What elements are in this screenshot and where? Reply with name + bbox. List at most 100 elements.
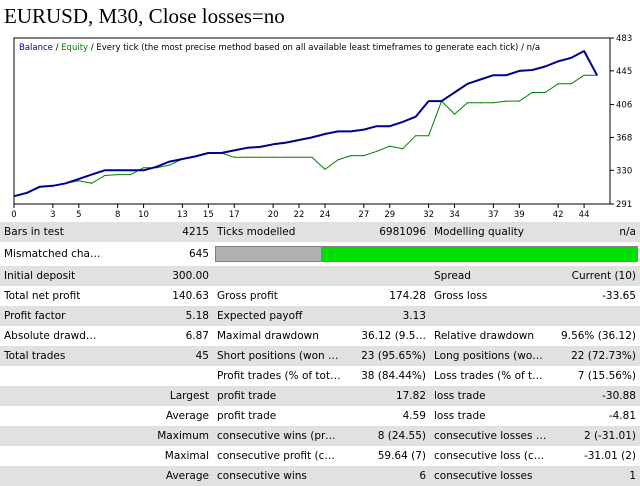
report-cell: Long positions (won %) [430, 346, 552, 366]
report-cell: 22 (72.73%) [552, 346, 640, 366]
y-tick-label: 445 [616, 67, 632, 77]
test-report-table: Bars in test 4215 Ticks modelled 6981096 Mod… [0, 222, 640, 486]
report-cell: 17.82 [345, 386, 430, 406]
equity-point [428, 135, 430, 137]
x-tick-label: 32 [423, 210, 434, 220]
report-cell: consecutive wins [213, 466, 345, 486]
report-cell: Expected payoff [213, 306, 345, 326]
balance-point [155, 166, 158, 168]
balance-point [415, 116, 417, 118]
balance-point [324, 133, 326, 135]
report-cell: -30.88 [552, 386, 640, 406]
balance-point [428, 100, 430, 102]
equity-line [13, 74, 597, 197]
report-cell: Maximum [105, 426, 213, 446]
x-tick-label: 44 [579, 210, 590, 220]
report-row: Profit factor 5.18 Expected payoff 3.13 [0, 306, 640, 326]
report-cell: 4215 [105, 222, 213, 242]
report-cell: Ticks modelled [213, 222, 345, 242]
balance-point [298, 139, 300, 141]
balance-point [557, 60, 559, 62]
report-row: Total trades 45 Short positions (won %) 23 … [0, 346, 640, 366]
equity-point [531, 91, 533, 94]
balance-point [207, 152, 209, 154]
report-cell: Absolute drawdown [0, 326, 105, 346]
report-cell: profit trade [213, 386, 345, 406]
x-tick-label: 10 [138, 210, 149, 220]
report-cell: Relative drawdown [430, 326, 552, 346]
report-cell: 36.12 (9.5… [345, 326, 430, 346]
report-cell: 2 (-31.01) [552, 426, 640, 446]
equity-point [479, 102, 481, 104]
equity-point [350, 155, 352, 157]
report-cell: 140.63 [105, 286, 213, 306]
report-cell: loss trade [430, 386, 552, 406]
balance-point [583, 50, 585, 52]
equity-point [143, 167, 145, 169]
report-cell: Current (10) [552, 266, 640, 286]
x-tick-label: 29 [384, 210, 395, 220]
x-tick-label: 17 [229, 210, 240, 220]
report-cell: Profit trades (% of total) [213, 366, 345, 386]
report-cell: Short positions (won %) [213, 346, 345, 366]
report-cell [0, 406, 105, 426]
balance-point [350, 130, 352, 132]
report-cell: 1 [552, 466, 640, 486]
report-cell: Average [105, 466, 213, 486]
report-row: Average consecutive wins 6 consecutive loss… [0, 466, 640, 486]
report-cell [552, 306, 640, 326]
report-cell: 6981096 [345, 222, 430, 242]
modelling-quality-bar-empty [216, 247, 322, 261]
x-tick-label: 24 [320, 210, 331, 220]
report-cell: Total net profit [0, 286, 105, 306]
equity-point [233, 156, 235, 158]
report-cell: consecutive loss (coun… [430, 446, 552, 466]
report-row: Initial deposit 300.00 Spread Current (10) [0, 266, 640, 286]
report-cell: 23 (95.65%) [345, 346, 430, 366]
equity-point [259, 156, 261, 158]
y-tick-label: 368 [616, 133, 632, 143]
report-cell: consecutive wins (prof… [213, 426, 345, 446]
balance-point [311, 136, 313, 138]
balance-point [168, 161, 171, 163]
balance-point [337, 130, 339, 132]
report-cell: 645 [105, 242, 213, 266]
equity-point [91, 182, 93, 184]
equity-point [363, 155, 365, 157]
balance-point [220, 152, 222, 154]
report-row: Maximum consecutive wins (prof… 8 (24.55) c… [0, 426, 640, 446]
report-cell: loss trade [430, 406, 552, 426]
x-tick-label: 15 [203, 210, 214, 220]
report-cell: 6 [345, 466, 430, 486]
x-tick-label: 5 [76, 210, 81, 220]
balance-point [285, 142, 287, 144]
modelling-quality-bar-cell [213, 242, 640, 266]
legend-balance: Balance [19, 43, 53, 53]
balance-point [505, 74, 507, 76]
y-tick-label: 406 [616, 101, 632, 111]
balance-point [518, 70, 520, 72]
report-row: Maximal consecutive profit (co… 59.64 (7) c… [0, 446, 640, 466]
chart-legend: Balance / Equity / Every tick (the most … [19, 43, 540, 53]
report-cell: 8 (24.55) [345, 426, 430, 446]
equity-point [376, 150, 378, 152]
balance-point [52, 185, 54, 187]
balance-point [596, 74, 598, 76]
report-cell: Initial deposit [0, 266, 105, 286]
y-tick-label: 291 [616, 200, 632, 210]
report-cell: 7 (15.56%) [552, 366, 640, 386]
report-cell: Bars in test [0, 222, 105, 242]
balance-point [65, 182, 67, 184]
report-row: Average profit trade 4.59 loss trade -4.81 [0, 406, 640, 426]
x-tick-label: 37 [488, 210, 499, 220]
balance-point [104, 169, 106, 171]
balance-point [181, 158, 183, 160]
report-cell: 59.64 (7) [345, 446, 430, 466]
balance-point [570, 57, 572, 59]
report-row: Total net profit 140.63 Gross profit 174.28… [0, 286, 640, 306]
report-cell: Mismatched chart… [0, 242, 105, 266]
equity-point [298, 156, 300, 158]
plot-frame [13, 37, 611, 205]
x-tick-label: 20 [268, 210, 279, 220]
report-cell: Total trades [0, 346, 105, 366]
